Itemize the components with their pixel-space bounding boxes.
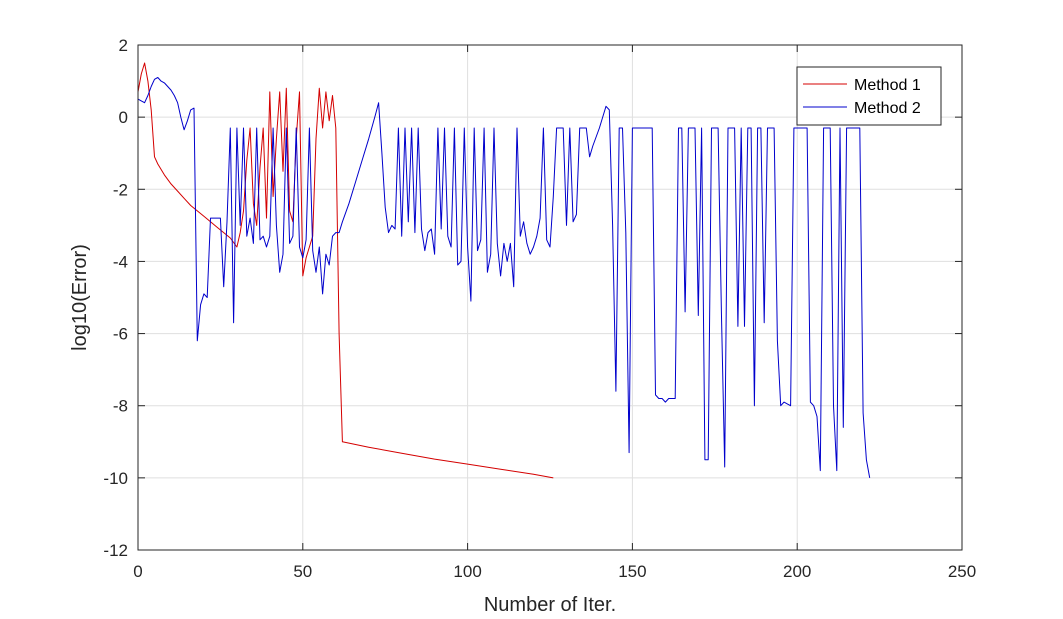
y-axis-label: log10(Error) [69,244,91,351]
y-tick-label: 2 [119,36,128,55]
x-tick-label: 50 [293,562,312,581]
y-tick-label: -6 [113,325,128,344]
y-tick-label: -10 [103,469,128,488]
x-tick-label: 200 [783,562,811,581]
x-tick-label: 100 [453,562,481,581]
legend-label-method-2: Method 2 [854,100,921,117]
x-tick-label: 0 [133,562,142,581]
series-lines [137,62,871,479]
plot-frame [137,44,963,551]
x-tick-label: 250 [948,562,976,581]
y-tick-label: 0 [119,108,128,127]
y-tick-label: -2 [113,180,128,199]
y-tick-label: -12 [103,541,128,560]
x-axis-label: Number of Iter. [484,594,616,616]
legend-label-method-1: Method 1 [854,77,921,94]
y-tick-label: -8 [113,397,128,416]
y-tick-label: -4 [113,252,128,271]
x-tick-label: 150 [618,562,646,581]
legend-box [796,66,942,126]
axis-ticks: 0 50 100 150 200 250 -12 -10 -8 -6 -4 -2 0 2 [103,36,976,581]
legend: Method 1 Method 2 [796,66,942,126]
series-line-method-1 [137,62,554,479]
series-line-method-2 [137,77,871,478]
